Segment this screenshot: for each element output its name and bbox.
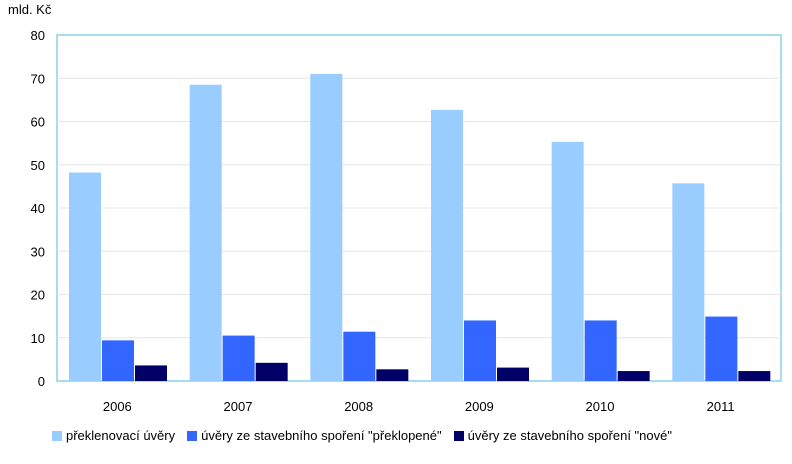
bar-2008-series-3 <box>376 369 409 381</box>
legend-swatch <box>52 430 62 441</box>
y-tick-label: 0 <box>38 374 45 389</box>
y-tick-label: 60 <box>31 115 45 130</box>
legend: překlenovací úvěry úvěry ze stavebního s… <box>52 428 684 443</box>
bar-2010-series-3 <box>617 371 650 381</box>
x-tick-label: 2009 <box>465 399 494 414</box>
bar-2011-series-3 <box>738 371 771 381</box>
y-tick-label: 80 <box>31 28 45 43</box>
y-tick-label: 20 <box>31 288 45 303</box>
bar-2006-series-1 <box>69 172 101 381</box>
x-tick-label: 2010 <box>586 399 615 414</box>
y-tick-label: 40 <box>31 201 45 216</box>
y-tick-label: 70 <box>31 71 45 86</box>
bar-2006-series-2 <box>102 340 134 381</box>
legend-item-preklopene: úvěry ze stavebního spoření "překlopené" <box>187 428 442 443</box>
y-axis-label: mld. Kč <box>8 2 52 17</box>
x-tick-label: 2008 <box>344 399 373 414</box>
legend-item-nove: úvěry ze stavebního spoření "nové" <box>453 428 672 443</box>
bar-2008-series-2 <box>343 331 376 381</box>
bar-2010-series-2 <box>584 320 617 381</box>
legend-swatch <box>187 430 198 441</box>
gridlines <box>57 77 781 339</box>
bars <box>69 73 771 382</box>
legend-item-preklenovaci: překlenovací úvěry <box>52 428 175 443</box>
y-tick-labels: 0 10 20 30 40 50 60 70 80 <box>31 28 45 389</box>
bar-2007-series-2 <box>222 335 255 381</box>
y-tick-label: 30 <box>31 244 45 259</box>
bar-2009-series-1 <box>431 109 463 381</box>
legend-swatch <box>453 430 464 441</box>
x-tick-labels: 2006 2007 2008 2009 2010 2011 <box>103 399 735 414</box>
legend-label: překlenovací úvěry <box>66 428 176 443</box>
legend-label: úvěry ze stavebního spoření "nové" <box>467 428 672 443</box>
bar-2011-series-2 <box>705 316 738 381</box>
bar-2010-series-1 <box>551 141 584 381</box>
legend-label: úvěry ze stavebního spoření "překlopené" <box>201 428 442 443</box>
x-tick-label: 2011 <box>707 399 735 414</box>
bar-2006-series-3 <box>135 365 167 381</box>
bar-2007-series-1 <box>189 84 222 382</box>
y-tick-label: 50 <box>31 158 45 173</box>
bar-2009-series-3 <box>497 367 529 381</box>
x-tick-label: 2006 <box>103 399 132 414</box>
bar-2011-series-1 <box>672 183 705 381</box>
bar-2009-series-2 <box>464 320 496 381</box>
y-tick-label: 10 <box>31 331 45 346</box>
bar-2008-series-1 <box>310 73 343 382</box>
bar-2007-series-3 <box>255 362 288 381</box>
x-tick-label: 2007 <box>224 399 253 414</box>
